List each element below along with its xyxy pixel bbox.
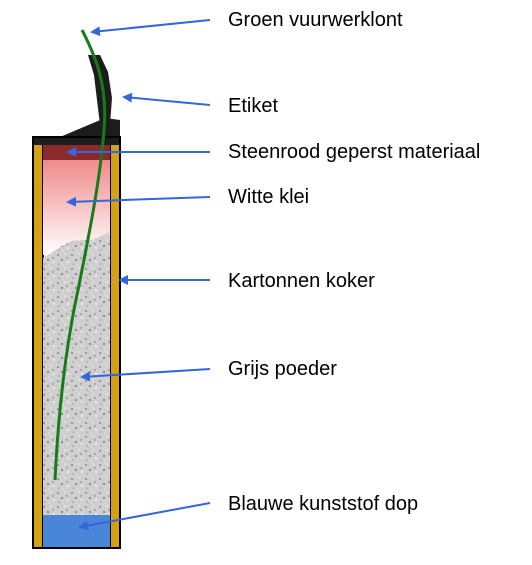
label-fuse: Groen vuurwerklont [228, 9, 403, 31]
label-paper-shape [88, 55, 112, 125]
label-label: Etiket [228, 95, 278, 117]
arrow-gray-powder [80, 368, 211, 382]
label-gray-powder: Grijs poeder [228, 358, 337, 380]
arrow-plastic-cap [78, 502, 211, 531]
label-white-clay: Witte klei [228, 186, 309, 208]
label-cardboard-tube: Kartonnen koker [228, 270, 375, 292]
tube-wall-right [109, 136, 121, 549]
top-cap [33, 118, 120, 145]
arrow-label [122, 92, 211, 106]
tube-outline [32, 136, 121, 549]
label-pressed-material: Steenrood geperst materiaal [228, 141, 480, 163]
plastic-cap-layer [43, 515, 110, 548]
gray-powder-layer [43, 232, 110, 515]
label-plastic-cap: Blauwe kunststof dop [228, 493, 418, 515]
arrow-fuse [90, 19, 211, 37]
arrow-white-clay [66, 196, 211, 207]
tube-wall-left [32, 136, 44, 549]
green-fuse [53, 29, 107, 481]
